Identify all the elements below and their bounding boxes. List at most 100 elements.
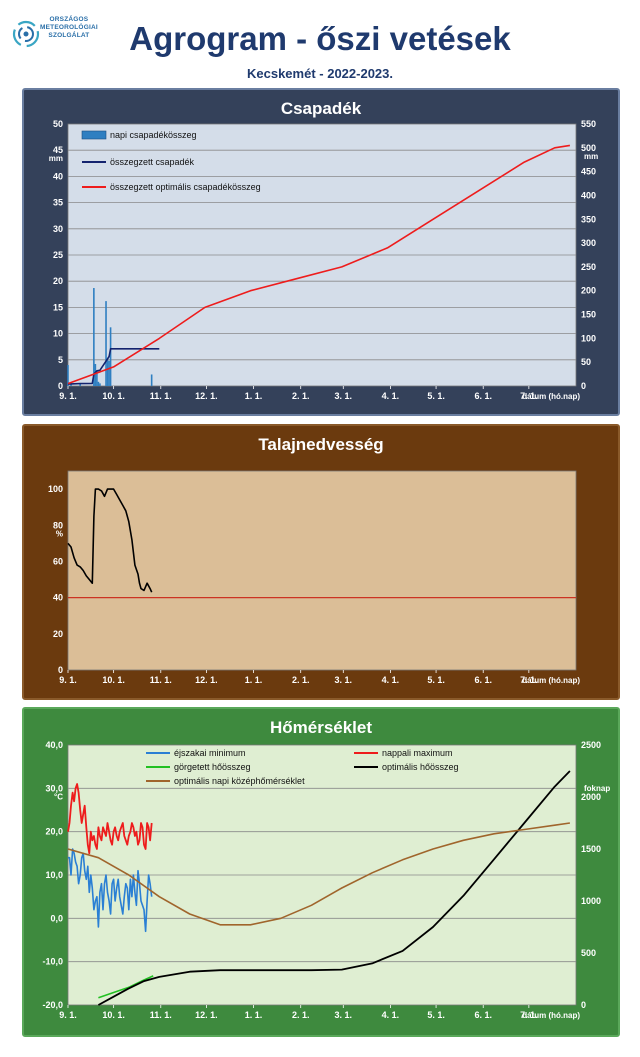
x-tick-label: 10. 1. (102, 1010, 125, 1020)
y2-tick-label: 100 (581, 333, 596, 343)
y-tick-label: 20 (53, 276, 63, 286)
legend-label: görgetett hőösszeg (174, 762, 251, 772)
y2-tick-label: 2000 (581, 792, 601, 802)
x-tick-label: 11. 1. (150, 1010, 172, 1020)
x-tick-label: 1. 1. (245, 391, 263, 401)
temperature-title: Hőmérséklet (269, 718, 373, 737)
y-tick-label: 40 (53, 593, 63, 603)
bar (93, 288, 95, 386)
bar (150, 374, 153, 386)
x-tick-label: 3. 1. (335, 391, 353, 401)
y2-tick-label: 1000 (581, 896, 601, 906)
x-tick-label: 2. 1. (292, 391, 310, 401)
series-line (67, 783, 153, 855)
y-tick-label: 100 (48, 484, 63, 494)
y2-tick-label: 300 (581, 238, 596, 248)
temperature-chart: -20,0 -10,0 0,0 10,0 20,0 30,0 40,0 °C 0 500 1000 1… (42, 740, 610, 1020)
page-header: ORSZÁGOS METEOROLÓGIAI SZOLGÁLAT Agrogra… (0, 0, 640, 88)
y-tick-label: 60 (53, 556, 63, 566)
y-tick-label: 40 (53, 171, 63, 181)
x-tick-label: 6. 1. (474, 675, 492, 685)
series-line (67, 347, 160, 385)
precipitation-chart: 0 5 10 15 20 25 30 35 40 45 50 mm 0 50 100 150 200 250 300… (49, 119, 598, 401)
y-tick-label: 0,0 (50, 913, 63, 923)
y-tick-label: 25 (53, 250, 63, 260)
y-tick-label: 45 (53, 145, 63, 155)
y2-tick-label: 550 (581, 119, 596, 129)
series-line (98, 975, 154, 999)
y2-tick-label: 500 (581, 143, 596, 153)
y-axis-label: % (56, 529, 63, 538)
x-tick-label: 9. 1. (59, 675, 77, 685)
y-tick-label: 50 (53, 119, 63, 129)
x-tick-label: 2. 1. (292, 1010, 310, 1020)
x-tick-label: 6. 1. (474, 1010, 492, 1020)
y-axis-label: mm (49, 154, 63, 163)
y-tick-label: 30 (53, 224, 63, 234)
bar (99, 383, 101, 386)
x-tick-label: 4. 1. (382, 675, 400, 685)
y2-tick-label: 450 (581, 167, 596, 177)
soil-moisture-chart: 0 20 40 60 80 100% 9. 1. 10. 1. 11. 1. 12. 1. 1. 1… (48, 470, 580, 685)
x-tick-label: 3. 1. (335, 1010, 353, 1020)
y-tick-label: 80 (53, 520, 63, 530)
y2-tick-label: 0 (581, 1000, 586, 1010)
legend-label: összegzett optimális csapadékösszeg (110, 182, 261, 192)
bar (108, 360, 110, 386)
y-axis-label: °C (54, 792, 63, 801)
x-tick-label: 6. 1. (474, 391, 492, 401)
y-tick-label: 20,0 (45, 827, 63, 837)
x-tick-label: 2. 1. (292, 675, 310, 685)
x-tick-label: 12. 1. (195, 675, 218, 685)
x-tick-label: 12. 1. (195, 1010, 218, 1020)
omsz-logo (12, 20, 40, 48)
y2-tick-label: 150 (581, 310, 596, 320)
x-tick-label: 12. 1. (195, 391, 218, 401)
y2-axis-label: mm (584, 152, 598, 161)
x-tick-label: 9. 1. (59, 1010, 77, 1020)
x-tick-label: 7. 1. (520, 675, 538, 685)
legend-label: éjszakai minimum (174, 748, 246, 758)
page-subtitle: Kecskemét - 2022-2023. (247, 66, 393, 81)
y-tick-label: -20,0 (42, 1000, 63, 1010)
bar (109, 327, 112, 386)
y-tick-label: 10,0 (45, 870, 63, 880)
y-tick-label: 30,0 (45, 783, 63, 793)
y-tick-label: 0 (58, 665, 63, 675)
bar (94, 363, 97, 386)
x-tick-label: 9. 1. (59, 391, 77, 401)
legend-label: napi csapadékösszeg (110, 130, 197, 140)
bar (96, 371, 98, 386)
x-tick-label: 1. 1. (245, 675, 263, 685)
series-line (67, 488, 153, 593)
y2-tick-label: 1500 (581, 844, 601, 854)
y-tick-label: 40,0 (45, 740, 63, 750)
soil-moisture-panel: Talajnedvesség 0 20 40 60 80 100% 9. 1. 10. 1. 1… (22, 424, 620, 700)
series-line (67, 144, 571, 385)
x-tick-label: 7. 1. (520, 1010, 538, 1020)
x-tick-label: 5. 1. (427, 1010, 445, 1020)
series-line (68, 848, 153, 933)
x-tick-label: 5. 1. (427, 391, 445, 401)
legend-label: nappali maximum (382, 748, 453, 758)
y2-tick-label: 200 (581, 286, 596, 296)
bar (106, 358, 109, 386)
x-tick-label: 4. 1. (382, 391, 400, 401)
page-title: Agrogram - őszi vetések (129, 20, 511, 57)
temperature-panel: Hőmérséklet -20,0 -10,0 0,0 10,0 20,0 30,0 40,… (22, 707, 620, 1037)
precipitation-title: Csapadék (280, 99, 362, 118)
y2-tick-label: 0 (581, 381, 586, 391)
y-tick-label: 15 (53, 302, 63, 312)
x-tick-label: 11. 1. (150, 391, 172, 401)
x-axis-label: dátum (hó.nap) (522, 1011, 580, 1020)
y2-tick-label: 500 (581, 948, 596, 958)
y2-tick-label: 2500 (581, 740, 601, 750)
legend-label: optimális hőösszeg (382, 762, 459, 772)
legend-label: optimális napi középhőmérséklet (174, 776, 305, 786)
x-axis-label: dátum (hó.nap) (522, 392, 580, 401)
x-tick-label: 5. 1. (427, 675, 445, 685)
bar (67, 365, 69, 386)
x-axis-label: dátum (hó.nap) (522, 676, 580, 685)
y-tick-label: 20 (53, 629, 63, 639)
y-tick-label: -10,0 (42, 957, 63, 967)
